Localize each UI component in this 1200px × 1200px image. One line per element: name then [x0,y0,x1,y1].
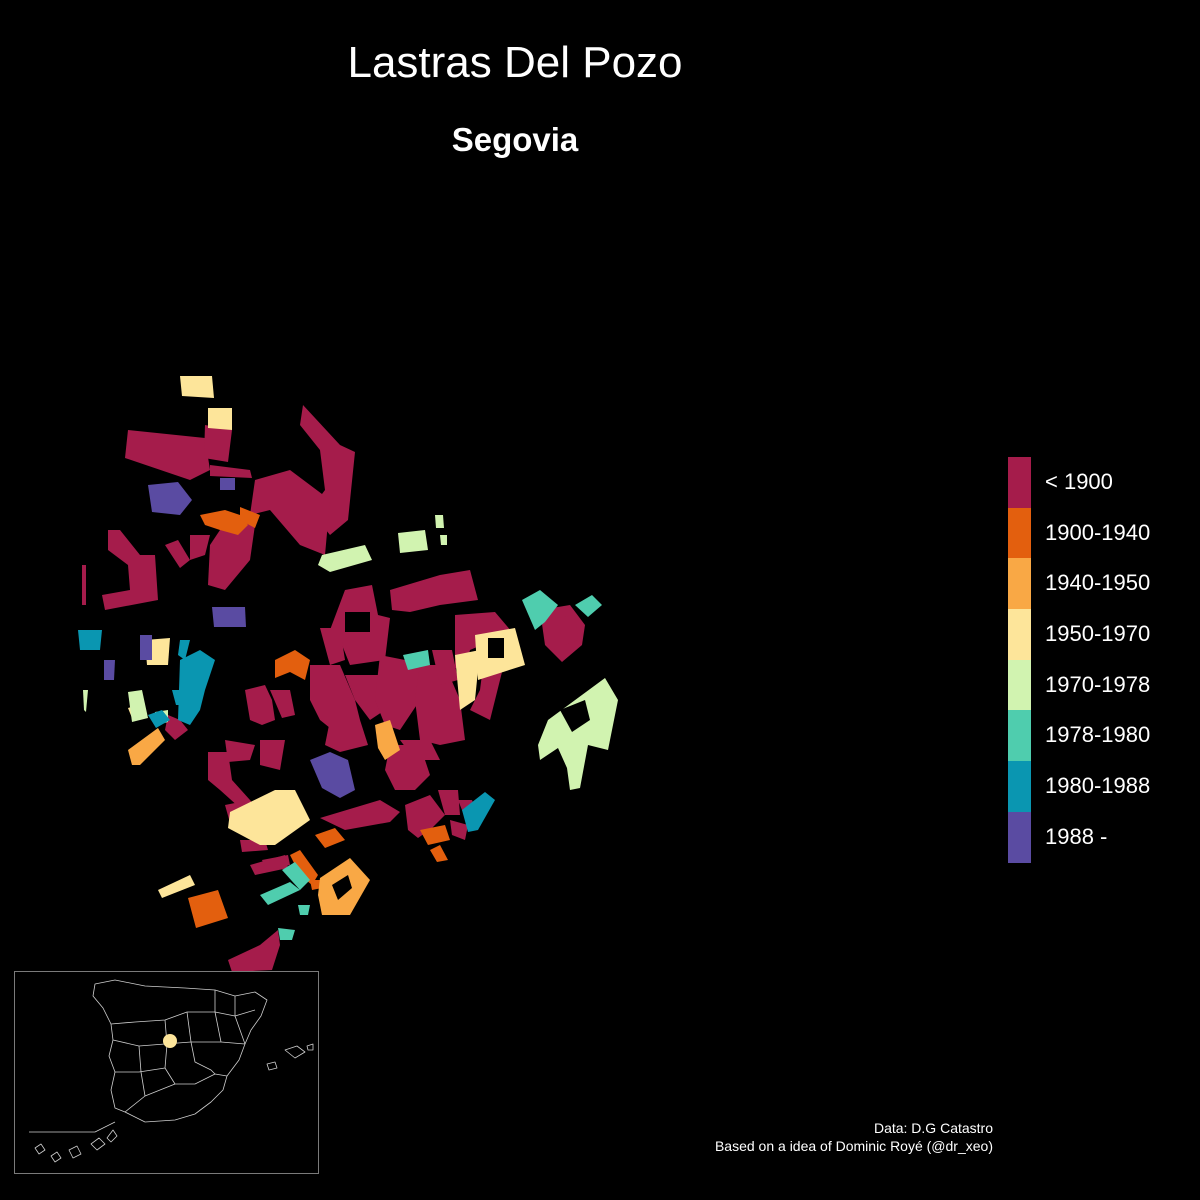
buildings-1900-1940 [188,507,450,928]
legend-item: 1940-1950 [1008,558,1188,610]
legend-label: 1970-1978 [1045,671,1151,697]
legend-swatch [1008,659,1031,711]
legend-item: 1980-1988 [1008,761,1188,812]
legend-label: 1950-1970 [1045,621,1151,647]
legend-label: 1900-1940 [1045,519,1151,545]
legend-label: 1978-1980 [1045,722,1151,748]
legend-label: 1940-1950 [1045,570,1151,596]
map-title: Lastras Del Pozo [347,38,683,87]
buildings-1980-1988 [78,630,495,832]
legend-item: 1970-1978 [1008,659,1188,711]
legend-item: 1950-1970 [1008,609,1188,660]
legend-swatch [1008,507,1031,559]
legend-swatch [1008,761,1031,812]
map-subtitle: Segovia [451,121,579,158]
legend-item: 1978-1980 [1008,710,1188,762]
legend-label: 1988 - [1045,823,1108,849]
caption-source: Data: D.G Catastro [873,1120,993,1136]
buildings-pre-1900 [82,405,585,972]
legend-swatch [1008,811,1031,863]
courtyards [332,612,590,900]
legend-swatch [1008,710,1031,762]
legend-swatch [1008,609,1031,660]
legend-swatch [1008,457,1031,508]
data-caption: Data: D.G Catastro Based on a idea of Do… [715,1119,993,1155]
legend: < 1900 1900-1940 1940-1950 1950-1970 197… [1008,457,1188,863]
legend-label: < 1900 [1045,469,1113,494]
buildings-1950-1970 [128,376,525,898]
spain-inset-map [14,971,319,1174]
legend-label: 1980-1988 [1045,773,1151,799]
legend-item: 1988 - [1008,811,1188,863]
buildings-1978-1980 [260,590,602,940]
spain-outline [29,979,314,1163]
legend-swatch [1008,558,1031,610]
legend-item: 1900-1940 [1008,507,1188,559]
buildings-1988-plus [104,478,355,798]
legend-item: < 1900 [1008,457,1188,508]
caption-credit: Based on a idea of Dominic Royé (@dr_xeo… [714,1138,993,1154]
location-marker [163,1034,177,1048]
